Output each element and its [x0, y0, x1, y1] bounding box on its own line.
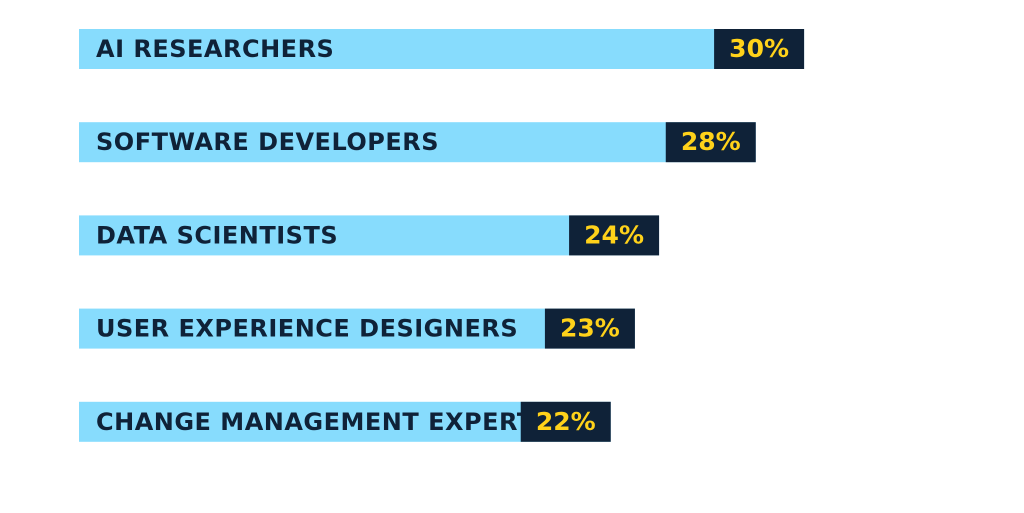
bar-row: USER EXPERIENCE DESIGNERS 23% [79, 308, 635, 349]
bar-row: SOFTWARE DEVELOPERS 28% [79, 122, 756, 163]
value-box [714, 29, 805, 69]
bar [79, 29, 805, 69]
category-label: AI RESEARCHERS [96, 35, 334, 63]
bar-row: AI RESEARCHERS 30% [79, 29, 805, 69]
bar [79, 215, 660, 256]
value-label: 28% [681, 127, 741, 156]
bar [79, 308, 635, 349]
category-label: DATA SCIENTISTS [96, 221, 338, 249]
category-label: CHANGE MANAGEMENT EXPERTS [96, 408, 552, 436]
value-label: 23% [560, 314, 620, 343]
category-label: USER EXPERIENCE DESIGNERS [96, 315, 518, 343]
value-box [520, 401, 611, 442]
value-label: 30% [729, 34, 789, 63]
value-box [544, 308, 635, 349]
bar-row: DATA SCIENTISTS 24% [79, 215, 660, 256]
value-box [569, 215, 660, 256]
category-label: SOFTWARE DEVELOPERS [96, 128, 439, 156]
value-label: 24% [584, 220, 644, 249]
value-label: 22% [536, 407, 596, 436]
value-box [665, 122, 756, 163]
bar [79, 122, 756, 163]
